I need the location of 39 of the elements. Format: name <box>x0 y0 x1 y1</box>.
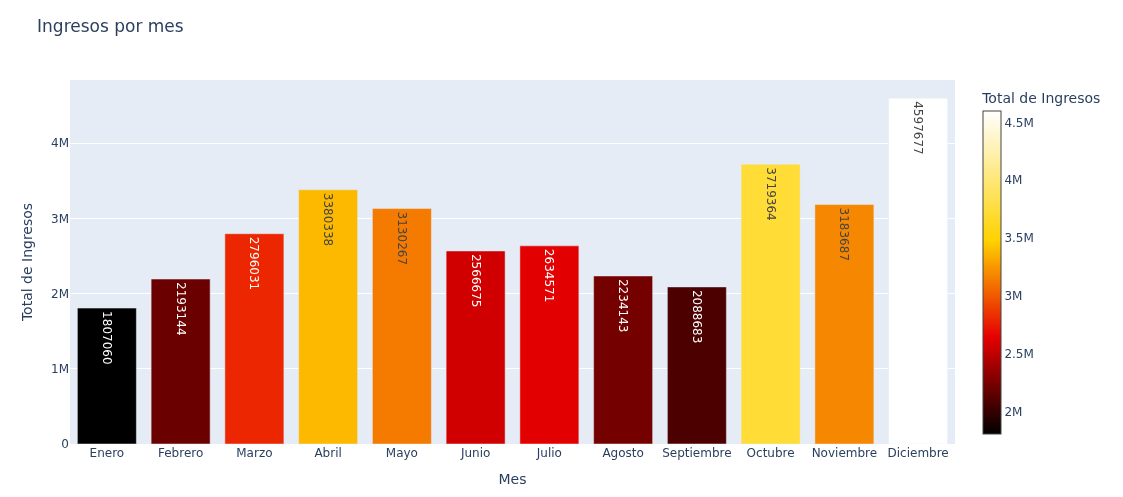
color-bar-title: Total de Ingresos <box>981 90 1101 106</box>
y-tick-label: 1M <box>51 361 69 376</box>
data-label: 3183687 <box>837 207 852 262</box>
color-bar-label: 4M <box>1004 173 1023 188</box>
color-bar-label: 2M <box>1004 404 1023 419</box>
x-tick-label: Junio <box>459 446 491 460</box>
data-label: 2634571 <box>542 248 557 303</box>
data-label: 2193144 <box>173 282 188 336</box>
data-label: 2088683 <box>689 289 704 344</box>
color-bar-label: 4.5M <box>1004 115 1034 130</box>
y-tick-label: 4M <box>51 136 69 151</box>
x-tick-label: Enero <box>89 446 125 460</box>
x-tick-label: Septiembre <box>662 446 732 460</box>
y-tick-label: 0 <box>61 437 69 452</box>
x-tick-label: Abril <box>314 446 342 460</box>
y-tick-label: 3M <box>51 211 69 226</box>
chart-title: Ingresos por mes <box>37 15 184 36</box>
color-bar-label: 3M <box>1004 289 1023 304</box>
data-label: 3380338 <box>321 192 336 247</box>
y-axis-title: Total de Ingresos <box>18 202 35 323</box>
data-label: 3719364 <box>763 167 778 221</box>
color-bar-label: 2.5M <box>1004 347 1034 361</box>
x-tick-label: Marzo <box>236 446 273 460</box>
data-label: 2796031 <box>247 236 262 291</box>
x-tick-label: Octubre <box>746 446 795 460</box>
data-label: 2234143 <box>616 278 631 333</box>
color-bar-label: 3.5M <box>1004 231 1034 246</box>
x-tick-label: Julio <box>535 446 562 460</box>
data-label: 1807060 <box>99 311 114 365</box>
y-tick-label: 2M <box>51 286 69 301</box>
data-label: 2566675 <box>468 253 483 308</box>
x-axis-title: Mes <box>498 471 527 488</box>
x-tick-label: Agosto <box>602 446 644 460</box>
x-tick-label: Diciembre <box>887 446 949 460</box>
x-tick-label: Noviembre <box>811 446 878 460</box>
data-label: 3130267 <box>394 211 409 266</box>
data-label: 4597677 <box>911 101 926 155</box>
x-tick-label: Mayo <box>385 446 418 460</box>
x-tick-label: Febrero <box>157 446 204 460</box>
